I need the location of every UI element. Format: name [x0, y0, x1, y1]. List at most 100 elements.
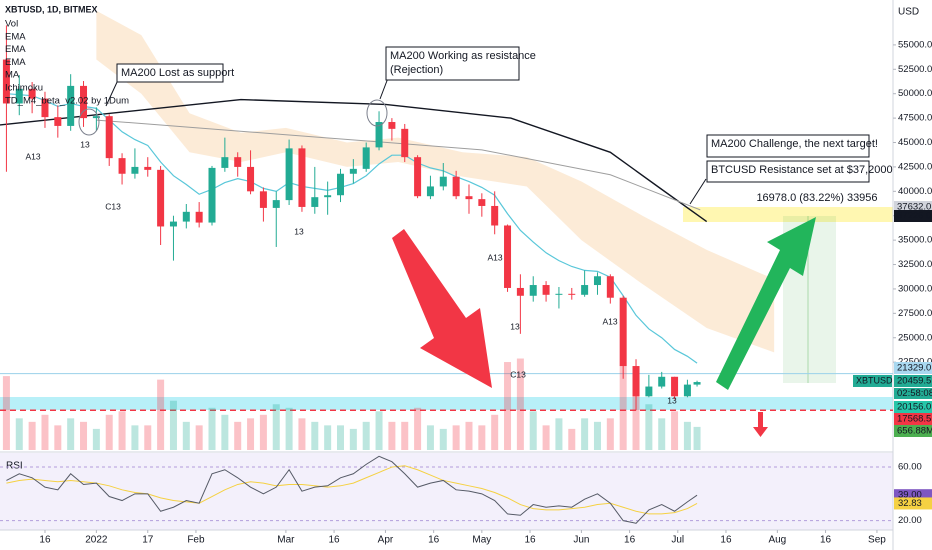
volume-bar	[671, 411, 679, 450]
candle-body	[336, 173, 344, 196]
annotation-box	[385, 46, 520, 81]
candle-body	[259, 191, 267, 208]
td-label: C13	[105, 201, 121, 211]
up-arrow	[716, 217, 816, 390]
x-tick-label: 16	[329, 535, 341, 546]
candle-body	[632, 366, 640, 397]
candle-body	[362, 147, 370, 169]
candle-body	[157, 169, 165, 227]
volume-bar	[693, 426, 701, 450]
volume-bar	[452, 425, 460, 450]
candle-body	[272, 200, 280, 208]
candle-body	[645, 386, 653, 397]
candle-body	[118, 158, 126, 174]
x-tick-label: Apr	[378, 535, 394, 546]
price-tag-label: 20156.0	[897, 402, 931, 413]
volume-bar	[234, 421, 242, 450]
symbol-tag	[853, 375, 892, 387]
candle-body	[388, 122, 396, 129]
legend-item: MA	[5, 70, 20, 81]
candle-body	[516, 287, 524, 296]
x-tick-label: Aug	[768, 535, 786, 546]
price-tag-label: 37226.0	[897, 211, 931, 222]
td-label: C13	[510, 369, 526, 379]
candle-body	[593, 276, 601, 286]
volume-bar	[118, 411, 126, 450]
support-zone	[0, 397, 893, 410]
volume-bar	[645, 404, 653, 450]
candle-body	[28, 88, 36, 99]
candle-body	[2, 59, 10, 104]
volume-bar	[131, 425, 139, 450]
volume-bar	[15, 418, 23, 450]
rsi-label: RSI	[6, 461, 23, 472]
volume-bar	[555, 418, 563, 450]
volume-bar	[593, 421, 601, 450]
candle-body	[606, 276, 614, 298]
chart-title: XBTUSD, 1D, BITMEX	[5, 4, 98, 14]
rsi-tag-label: 32.83	[898, 498, 922, 509]
volume-bar	[529, 411, 537, 450]
volume-bar	[259, 414, 267, 450]
volume-bar	[208, 407, 216, 450]
annotation: BTCUSD Resistance set at $37,2000	[711, 164, 893, 176]
price-tag	[894, 401, 932, 413]
volume-bar	[478, 425, 486, 450]
x-tick-label: Mar	[277, 535, 295, 546]
x-tick-label: May	[472, 535, 491, 546]
annotation-box	[706, 134, 870, 158]
annotation: MA200 Challenge, the next target!	[711, 138, 878, 150]
td-label: 13	[667, 395, 677, 405]
candle-body	[504, 225, 512, 288]
volume-bar	[105, 414, 113, 450]
candle-body	[92, 116, 100, 119]
symbol-tag-label: XBTUSD	[856, 375, 893, 385]
volume-bar	[182, 421, 190, 450]
candle-body	[324, 195, 332, 198]
countdown-tag	[894, 388, 932, 399]
candle-body	[529, 285, 537, 296]
candle-body	[182, 211, 190, 222]
td-label: A13	[487, 252, 502, 262]
candle-body	[131, 166, 139, 174]
x-tick-label: 17	[142, 535, 154, 546]
connector	[689, 178, 707, 205]
td-label: A13	[25, 151, 40, 161]
candle-body	[542, 285, 550, 295]
volume-bar	[54, 425, 62, 450]
td-label: 13	[80, 139, 90, 149]
countdown: 02:58:08	[897, 388, 932, 399]
legend-item: TD_M4_beta_v2.02 by 1Dum	[5, 95, 129, 106]
candle-body	[568, 293, 576, 295]
y-tick-label: 40000.0	[898, 186, 932, 197]
candle-body	[581, 285, 589, 295]
x-tick-label: 16	[720, 535, 732, 546]
candle-body	[144, 166, 152, 170]
volume-bar	[67, 418, 75, 450]
candle-body	[491, 205, 499, 226]
legend-item: EMA	[5, 57, 26, 68]
price-tag	[894, 413, 932, 425]
volume-bar	[2, 376, 10, 450]
x-tick-label: 16	[624, 535, 636, 546]
currency-label: USD	[898, 7, 919, 18]
small-down-arrow	[753, 412, 768, 437]
annotation-box	[706, 160, 870, 183]
price-tag-label: 17568.5	[897, 414, 931, 425]
candle-body	[555, 293, 563, 295]
position-label: 16978.0 (83.22%) 33956	[756, 192, 877, 204]
candle-body	[208, 167, 216, 223]
ichimoku-cloud	[96, 10, 775, 353]
rsi-panel	[0, 453, 893, 530]
x-tick-label: Jun	[573, 535, 589, 546]
candle-body	[683, 384, 691, 397]
x-tick-label: 2022	[85, 535, 108, 546]
rsi-ma-line	[6, 465, 698, 515]
candle-body	[41, 98, 49, 118]
candle-body	[311, 197, 319, 207]
candle-body	[439, 176, 447, 187]
candle-body	[80, 85, 88, 119]
volume-bar	[362, 421, 370, 450]
y-tick-label: 47500.0	[898, 113, 932, 124]
volume-bar	[311, 421, 319, 450]
